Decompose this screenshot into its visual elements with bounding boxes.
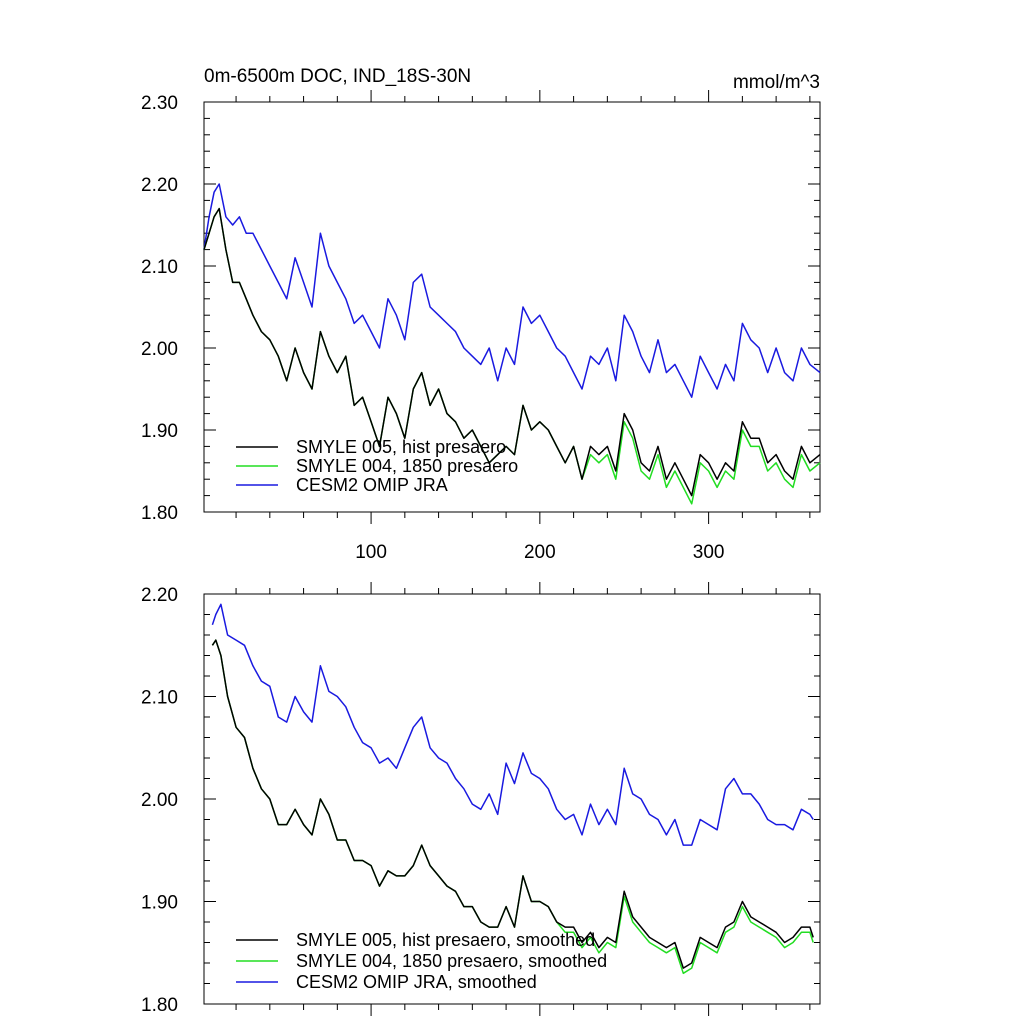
x-tick-label: 100 xyxy=(355,542,387,563)
legend-label-p1850: SMYLE 004, 1850 presaero, smoothed xyxy=(296,951,607,971)
series-line-omip xyxy=(212,604,813,845)
y-tick-label: 2.00 xyxy=(141,339,178,360)
legend-label-omip: CESM2 OMIP JRA xyxy=(296,475,448,495)
x-tick-label: 300 xyxy=(693,542,725,563)
bottom-panel: 1.80 1.90 2.00 2.10 2.20 SMYLE 005, hist pres… xyxy=(141,582,820,1016)
x-tick-label: 200 xyxy=(524,542,556,563)
y-tick-label: 2.30 xyxy=(141,93,178,114)
y-tick-label: 2.10 xyxy=(141,688,178,709)
y-tick-label: 2.20 xyxy=(141,175,178,196)
y-tick-label: 1.80 xyxy=(141,995,178,1016)
legend-label-hist: SMYLE 005, hist presaero, smoothed xyxy=(296,930,595,950)
y-tick-label: 1.80 xyxy=(141,503,178,524)
legend-label-p1850: SMYLE 004, 1850 presaero xyxy=(296,456,518,476)
top-panel: 1.80 1.90 2.00 2.10 2.20 2.30 100 200 300 SMYLE 0… xyxy=(141,90,820,563)
y-tick-label: 2.10 xyxy=(141,257,178,278)
legend-label-hist: SMYLE 005, hist presaero xyxy=(296,437,506,457)
y-tick-label: 2.00 xyxy=(141,790,178,811)
legend-label-omip: CESM2 OMIP JRA, smoothed xyxy=(296,972,537,992)
y-tick-label: 1.90 xyxy=(141,893,178,914)
y-tick-label: 1.90 xyxy=(141,421,178,442)
y-tick-label: 2.20 xyxy=(141,585,178,606)
series-line-omip xyxy=(204,184,820,397)
units-label: mmol/m^3 xyxy=(733,72,820,93)
figure-title: 0m-6500m DOC, IND_18S-30N xyxy=(204,66,471,87)
